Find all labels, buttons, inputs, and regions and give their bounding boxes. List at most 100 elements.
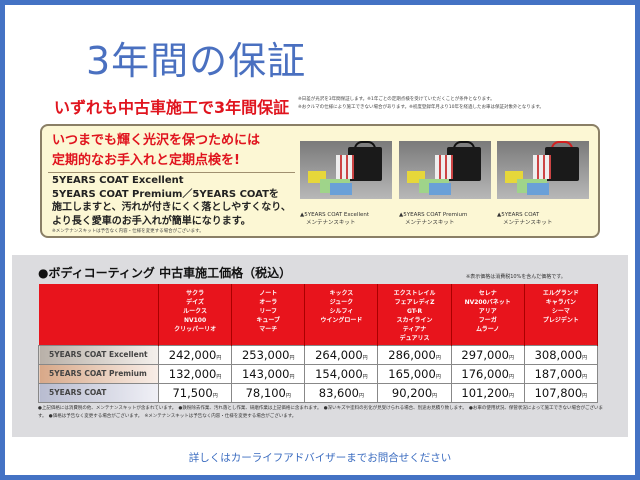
yen-unit: 円	[435, 354, 441, 361]
model-column-header: サクラ デイズ ルークス NV100 クリッパーリオ	[158, 284, 233, 345]
promo-small-note: ※メンテナンスキットは予告なく内容・仕様を変更する場合がございます。	[52, 229, 204, 234]
model-name: デュアリス	[399, 335, 430, 342]
model-name: スカイライン	[396, 317, 433, 324]
yen-unit: 円	[289, 354, 295, 361]
model-name: ムラーノ	[476, 326, 500, 333]
yen-unit: 円	[362, 373, 368, 380]
yen-unit: 円	[216, 354, 222, 361]
model-name: ウイングロード	[320, 317, 363, 324]
model-name: デイズ	[186, 299, 204, 306]
model-name: プレジデント	[542, 317, 579, 324]
bottles	[533, 155, 551, 179]
promo-red-text: いつまでも輝く光沢を保つためには 定期的なお手入れと定期点検を!	[52, 131, 260, 171]
price-row: 5YEARS COAT Excellent 242,000円 253,000円 264…	[38, 344, 599, 365]
price-cell: 132,000円	[157, 363, 233, 384]
kit-photo	[300, 141, 392, 199]
model-name: NV200バネット	[464, 299, 511, 306]
price-cell: 101,200円	[450, 382, 525, 403]
price-cell: 165,000円	[377, 363, 452, 384]
yen-unit: 円	[435, 373, 441, 380]
kit-caption: ▲5YEARS COAT Excellent メンテナンスキット	[300, 211, 369, 227]
yen-unit: 円	[582, 354, 588, 361]
yen-unit: 円	[285, 392, 291, 399]
model-name: ノート	[259, 290, 278, 297]
kit-caption: ▲5YEARS COAT メンテナンスキット	[497, 211, 552, 227]
bottles	[336, 155, 354, 179]
contact-text: 詳しくはカーライフアドバイザーまでお問合せください	[188, 452, 452, 464]
price-value: 176,000	[461, 366, 509, 381]
model-name: エクストレイル	[393, 290, 436, 297]
kit-caption-line: メンテナンスキット	[306, 220, 356, 226]
yen-unit: 円	[508, 373, 514, 380]
bottles	[435, 155, 453, 179]
model-name: フーガ	[478, 317, 497, 324]
kit-caption-line: メンテナンスキット	[503, 220, 553, 226]
tax-note: ※表示価格は消費税10%を含んだ価格です。	[466, 274, 566, 280]
price-cell: 187,000円	[523, 363, 599, 384]
model-name: マーチ	[259, 326, 278, 333]
note-line: ※日差が光沢を3年間保証します。※1年ごとの定期点検を受けていただくことが条件と…	[298, 97, 495, 102]
price-value: 154,000	[315, 366, 363, 381]
price-heading: ●ボディコーティング 中古車施工価格（税込）	[38, 266, 292, 280]
price-row: 5YEARS COAT Premium 132,000円 143,000円 154,0…	[38, 363, 599, 384]
model-column-header: セレナ NV200バネット アリア フーガ ムラーノ	[451, 284, 525, 345]
promo-red-line: いつまでも輝く光沢を保つためには	[52, 133, 261, 148]
price-cell: 154,000円	[304, 363, 379, 384]
bag-handle	[354, 141, 376, 151]
yen-unit: 円	[289, 373, 295, 380]
cloth	[429, 183, 451, 195]
note-line: ※おクルマの仕様により施工できない場合があります。※初度登録年月より10年を経過…	[298, 105, 544, 110]
price-cell: 286,000円	[377, 344, 452, 365]
cloth	[527, 183, 549, 195]
price-value: 101,200	[461, 385, 509, 400]
yen-unit: 円	[212, 392, 218, 399]
price-value: 143,000	[241, 366, 290, 381]
bag-handle	[453, 141, 475, 151]
price-cell: 297,000円	[450, 344, 525, 365]
model-name: キャラバン	[545, 299, 577, 306]
price-value: 242,000	[168, 347, 217, 362]
price-cell: 176,000円	[450, 363, 525, 384]
model-name: フェアレディZ	[394, 299, 435, 306]
model-name: シーマ	[551, 308, 570, 315]
promo-body: 5YEARS COAT Excellent 5YEARS COAT Premiu…	[52, 174, 291, 228]
price-value: 78,100	[245, 385, 286, 400]
model-name: ルークス	[183, 308, 207, 315]
price-value: 71,500	[172, 385, 213, 400]
model-name: キューブ	[256, 317, 281, 324]
kit-photo	[399, 141, 491, 199]
coat-type-label: 5YEARS COAT	[38, 382, 159, 403]
coat-type-label: 5YEARS COAT Excellent	[38, 344, 159, 365]
promo-body-line: より長く愛車のお手入れが簡単になります。	[52, 215, 251, 227]
price-cell: 107,800円	[523, 382, 599, 403]
warranty-headline: いずれも中古車施工で3年間保証	[54, 98, 290, 117]
kit-caption-line: ▲5YEARS COAT Premium	[399, 212, 468, 218]
price-value: 297,000	[461, 347, 509, 362]
promo-red-line: 定期的なお手入れと定期点検を!	[52, 153, 240, 168]
model-column-header: ノート オーラ リーフ キューブ マーチ	[231, 284, 306, 345]
yen-unit: 円	[216, 373, 222, 380]
kit-caption-line: ▲5YEARS COAT	[497, 212, 540, 218]
page-title: 3年間の保証	[86, 39, 307, 83]
model-name: ジューク	[329, 299, 354, 306]
model-column-header: エルグランド キャラバン シーマ プレジデント	[524, 284, 599, 345]
kit-photo	[497, 141, 589, 199]
price-value: 308,000	[534, 347, 583, 362]
yen-unit: 円	[508, 392, 514, 399]
price-value: 286,000	[388, 347, 436, 362]
price-table: サクラ デイズ ルークス NV100 クリッパーリオ ノート オーラ リーフ キューブ マーチ キッ…	[38, 284, 599, 403]
headline-notes: ※日差が光沢を3年間保証します。※1年ごとの定期点検を受けていただくことが条件と…	[298, 96, 608, 112]
price-value: 132,000	[168, 366, 217, 381]
price-value: 90,200	[391, 385, 433, 400]
model-name: リーフ	[259, 308, 278, 315]
yen-unit: 円	[508, 354, 514, 361]
model-name: セレナ	[478, 290, 497, 297]
promo-body-line: 5YEARS COAT Excellent	[52, 175, 184, 186]
cloth	[330, 183, 352, 195]
model-name: ティアナ	[402, 326, 427, 333]
price-cell: 253,000円	[231, 344, 306, 365]
model-name: キックス	[329, 290, 354, 297]
model-column-header: エクストレイル フェアレディZ GT-R スカイライン ティアナ デュアリス	[377, 284, 452, 345]
kit-caption-line: メンテナンスキット	[405, 220, 455, 226]
